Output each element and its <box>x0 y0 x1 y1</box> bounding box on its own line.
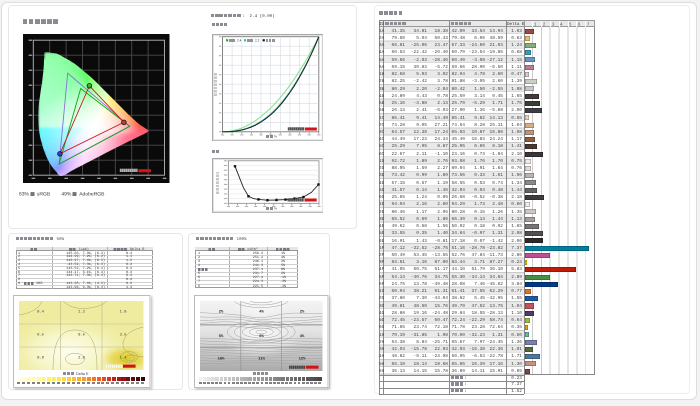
svg-text:2%: 2% <box>300 310 305 315</box>
svg-text:11%: 11% <box>258 357 265 362</box>
svg-text:12%: 12% <box>299 357 306 362</box>
svg-text:0.6: 0.6 <box>37 333 44 338</box>
svg-text:2.0: 2.0 <box>78 356 85 361</box>
svg-text:4%: 4% <box>300 334 305 339</box>
svg-text:0.8: 0.8 <box>37 356 44 361</box>
svg-text:2%: 2% <box>219 310 224 315</box>
svg-text:10%: 10% <box>218 357 225 362</box>
svg-text:4%: 4% <box>259 310 264 315</box>
svg-text:0%: 0% <box>259 334 264 339</box>
svg-text:0.6: 0.6 <box>78 333 85 338</box>
svg-text:0.4: 0.4 <box>37 310 44 315</box>
svg-text:5%: 5% <box>219 334 224 339</box>
svg-text:3.5: 3.5 <box>120 333 127 338</box>
svg-text:1.2: 1.2 <box>78 310 85 315</box>
svg-text:2.4: 2.4 <box>237 39 242 42</box>
svg-text:2.2: 2.2 <box>254 39 259 42</box>
svg-text:1.4: 1.4 <box>120 356 127 360</box>
svg-text:1.0: 1.0 <box>120 310 127 315</box>
